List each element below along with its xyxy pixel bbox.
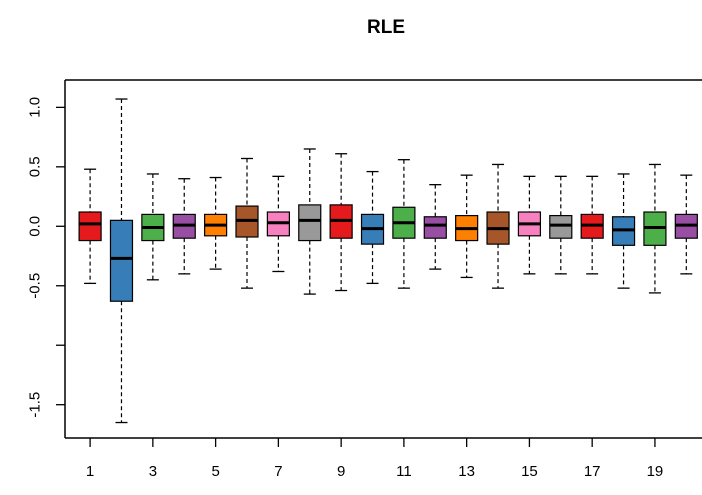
- box: [298, 204, 322, 242]
- x-tick-label: 7: [274, 463, 282, 480]
- x-tick-label: 1: [86, 463, 94, 480]
- box: [78, 211, 102, 242]
- x-tick-label: 5: [211, 463, 219, 480]
- y-tick-label: 0.0: [26, 216, 43, 237]
- y-tick-label: 0.5: [26, 156, 43, 177]
- y-tick-label: -1.5: [26, 392, 43, 418]
- x-tick-label: 3: [149, 463, 157, 480]
- x-tick-label: 17: [584, 463, 601, 480]
- y-tick-label: -0.5: [26, 273, 43, 299]
- x-tick-label: 11: [396, 463, 412, 480]
- y-tick-label: 1.0: [26, 97, 43, 118]
- box: [109, 219, 134, 302]
- box: [423, 216, 447, 239]
- chart-title: RLE: [367, 17, 405, 38]
- x-tick-label: 9: [337, 463, 345, 480]
- x-tick-label: 19: [647, 463, 664, 480]
- x-tick-label: 13: [458, 463, 475, 480]
- x-tick-label: 15: [521, 463, 538, 480]
- plot-area: 1.00.50.0-0.5-1.51 3 5 7 9 11 13 15 17 19: [26, 79, 702, 480]
- box: [549, 214, 573, 239]
